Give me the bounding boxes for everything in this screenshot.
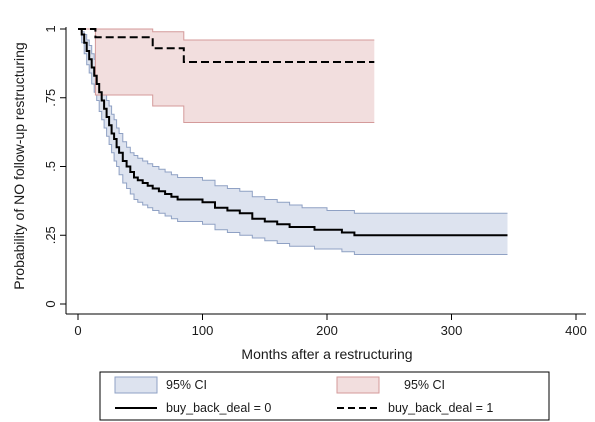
legend-box <box>99 371 550 421</box>
legend-label-series-1: buy_back_deal = 1 <box>388 401 493 415</box>
legend: 95% CI 95% CI buy_back_deal = 0 buy_back… <box>99 371 550 421</box>
x-tick-label: 0 <box>74 323 81 338</box>
confidence-bands <box>78 28 508 255</box>
legend-label-series-0: buy_back_deal = 0 <box>166 401 271 415</box>
y-tick-label: .5 <box>43 161 58 172</box>
legend-label-ci-1: 95% CI <box>404 378 445 392</box>
y-tick-label: 1 <box>43 25 58 32</box>
ci-band-fill-0 <box>78 29 508 255</box>
legend-swatch-ci-1 <box>336 376 380 394</box>
ci-band-lower-0 <box>78 28 508 255</box>
legend-swatch-ci-0 <box>114 376 158 394</box>
x-axis-title: Months after a restructuring <box>241 346 412 362</box>
series-line-0 <box>78 28 508 237</box>
ci-band-lower-1 <box>78 28 375 123</box>
x-tick-label: 400 <box>565 323 587 338</box>
y-tick-label: .75 <box>43 89 58 107</box>
y-axis-ticks: 0 .25 .5 .75 1 <box>43 25 66 308</box>
ci-band-fill-1 <box>78 29 375 123</box>
y-tick-label: 0 <box>43 300 58 307</box>
legend-label-ci-0: 95% CI <box>166 378 207 392</box>
x-tick-label: 100 <box>192 323 214 338</box>
x-tick-label: 300 <box>441 323 463 338</box>
x-axis-ticks: 0 100 200 300 400 <box>74 314 587 338</box>
series-line-1 <box>78 28 375 63</box>
plot-area <box>78 28 508 255</box>
x-tick-label: 200 <box>316 323 338 338</box>
survival-lines <box>78 28 508 237</box>
y-tick-label: .25 <box>43 226 58 244</box>
y-axis-title: Probability of NO follow-up restructurin… <box>11 42 27 289</box>
